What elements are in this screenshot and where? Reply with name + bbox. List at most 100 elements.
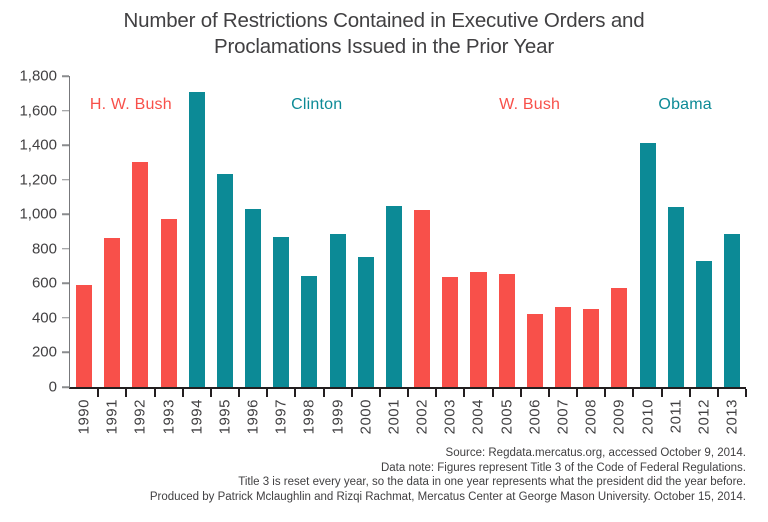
bars-container: 1990 1991 1992 1993 1994 1995 1996 1997 1998 1999… [70, 76, 748, 434]
x-tick-label-1993: 1993 [160, 399, 178, 435]
x-tick-label-2012: 2012 [695, 399, 713, 435]
bar-1996 [245, 209, 262, 387]
y-tick-mark [62, 317, 69, 319]
bar-2001 [385, 205, 402, 387]
bar-cell-2005: 2005 [493, 76, 522, 434]
bar-2006 [526, 314, 543, 387]
bar-2010 [639, 143, 656, 387]
bar-2005 [498, 273, 515, 387]
footnote-line: Source: Regdata.mercatus.org, accessed O… [445, 447, 746, 459]
x-tick-label-2007: 2007 [554, 399, 572, 435]
x-tick-label-1998: 1998 [300, 399, 318, 435]
bar-cell-1995: 1995 [211, 76, 241, 434]
y-tick-label: 1,400 [19, 136, 57, 154]
bar-cell-1999: 1999 [324, 76, 353, 434]
y-tick-label: 1,200 [19, 171, 57, 189]
bar-cell-2000: 2000 [352, 76, 382, 434]
bar-cell-2011: 2011 [662, 76, 691, 433]
y-tick-label: 600 [31, 274, 57, 292]
bar-1999 [329, 234, 346, 387]
bar-2002 [414, 209, 431, 387]
y-tick-mark [62, 144, 69, 146]
bar-1993 [160, 218, 177, 387]
bar-cell-2013: 2013 [718, 76, 748, 434]
x-tick-label-1992: 1992 [131, 399, 149, 435]
bar-cell-2010: 2010 [633, 76, 663, 434]
bar-1998 [301, 275, 318, 387]
bar-1994 [188, 91, 205, 387]
x-tick-label-2000: 2000 [357, 399, 375, 435]
x-tick-label-2001: 2001 [385, 399, 403, 435]
x-tick-label-1999: 1999 [329, 399, 347, 435]
y-tick-mark [62, 386, 69, 388]
bar-cell-2006: 2006 [521, 76, 551, 434]
x-tick-label-2006: 2006 [526, 399, 544, 435]
y-tick-mark [62, 213, 69, 215]
x-tick-label-2013: 2013 [723, 399, 741, 435]
bar-2013 [724, 234, 741, 387]
x-tick-label-2009: 2009 [610, 399, 628, 435]
y-tick-label: 1,800 [19, 67, 57, 85]
bar-1991 [104, 238, 121, 387]
x-tick-label-2004: 2004 [469, 399, 487, 435]
bar-cell-1998: 1998 [295, 76, 325, 434]
x-tick-label-2003: 2003 [441, 399, 459, 435]
chart-title-line2: Proclamations Issued in the Prior Year [214, 35, 554, 58]
footnote-line: Produced by Patrick Mclaughlin and Rizqi… [149, 490, 746, 503]
bar-cell-2007: 2007 [549, 76, 579, 434]
y-tick-mark [62, 178, 69, 181]
bar-2000 [357, 256, 374, 387]
x-tick-label-2010: 2010 [639, 399, 657, 435]
y-tick-label: 0 [48, 378, 57, 396]
bar-cell-1994: 1994 [183, 76, 213, 434]
x-tick-label-1995: 1995 [216, 399, 234, 435]
bar-cell-1997: 1997 [267, 76, 297, 434]
y-tick-label: 800 [31, 240, 57, 258]
x-tick-label-1996: 1996 [244, 399, 262, 435]
y-tick-mark [62, 282, 69, 285]
x-tick-label-1991: 1991 [103, 399, 121, 435]
bar-1990 [76, 285, 93, 387]
y-tick-mark [62, 75, 69, 77]
y-tick-mark [62, 351, 69, 354]
bar-cell-1993: 1993 [155, 76, 184, 434]
x-tick-label-1990: 1990 [75, 399, 93, 435]
bar-cell-2004: 2004 [464, 76, 494, 434]
bar-2004 [470, 272, 487, 387]
bar-cell-2003: 2003 [436, 76, 466, 434]
y-tick-label: 200 [31, 343, 57, 361]
bar-cell-2008: 2008 [577, 76, 607, 434]
y-tick-mark [62, 248, 69, 250]
bar-cell-1992: 1992 [126, 76, 156, 434]
bar-2007 [554, 306, 572, 387]
y-tick-label: 1,000 [19, 205, 57, 223]
bar-1995 [216, 174, 233, 387]
bar-cell-1996: 1996 [239, 76, 269, 434]
bar-2008 [583, 309, 600, 387]
x-tick-label-1997: 1997 [272, 399, 290, 435]
x-tick-label-2011: 2011 [667, 399, 685, 434]
chart-title: Number of Restrictions Contained in Exec… [0, 8, 768, 60]
source-notes: Source: Regdata.mercatus.org, accessed O… [150, 446, 746, 504]
chart-title-line1: Number of Restrictions Contained in Exec… [123, 9, 645, 32]
footnote-line: Title 3 is reset every year, so the data… [238, 476, 746, 489]
x-tick-label-2008: 2008 [582, 399, 600, 435]
y-tick-label: 1,600 [19, 102, 57, 120]
bar-1997 [273, 236, 290, 387]
bar-2009 [611, 287, 628, 387]
footnote-line: Data note: Figures represent Title 3 of … [380, 461, 746, 474]
y-tick-label: 400 [31, 309, 57, 327]
x-tick-label-2002: 2002 [413, 399, 431, 435]
y-tick-mark [62, 109, 69, 112]
bar-cell-2012: 2012 [690, 76, 720, 434]
bar-cell-2002: 2002 [408, 76, 438, 434]
x-tick-label-2005: 2005 [498, 399, 516, 435]
bar-2011 [667, 207, 684, 387]
x-tick-label-1994: 1994 [188, 399, 206, 435]
bar-cell-1990: 1990 [70, 76, 100, 434]
bar-cell-2009: 2009 [605, 76, 635, 434]
bar-cell-2001: 2001 [380, 76, 410, 434]
bar-2003 [442, 277, 459, 387]
plot-area: 1,800 1,600 1,400 1,200 1,000 800 600 400 200 0 1… [19, 68, 748, 434]
bar-cell-1991: 1991 [98, 76, 128, 434]
